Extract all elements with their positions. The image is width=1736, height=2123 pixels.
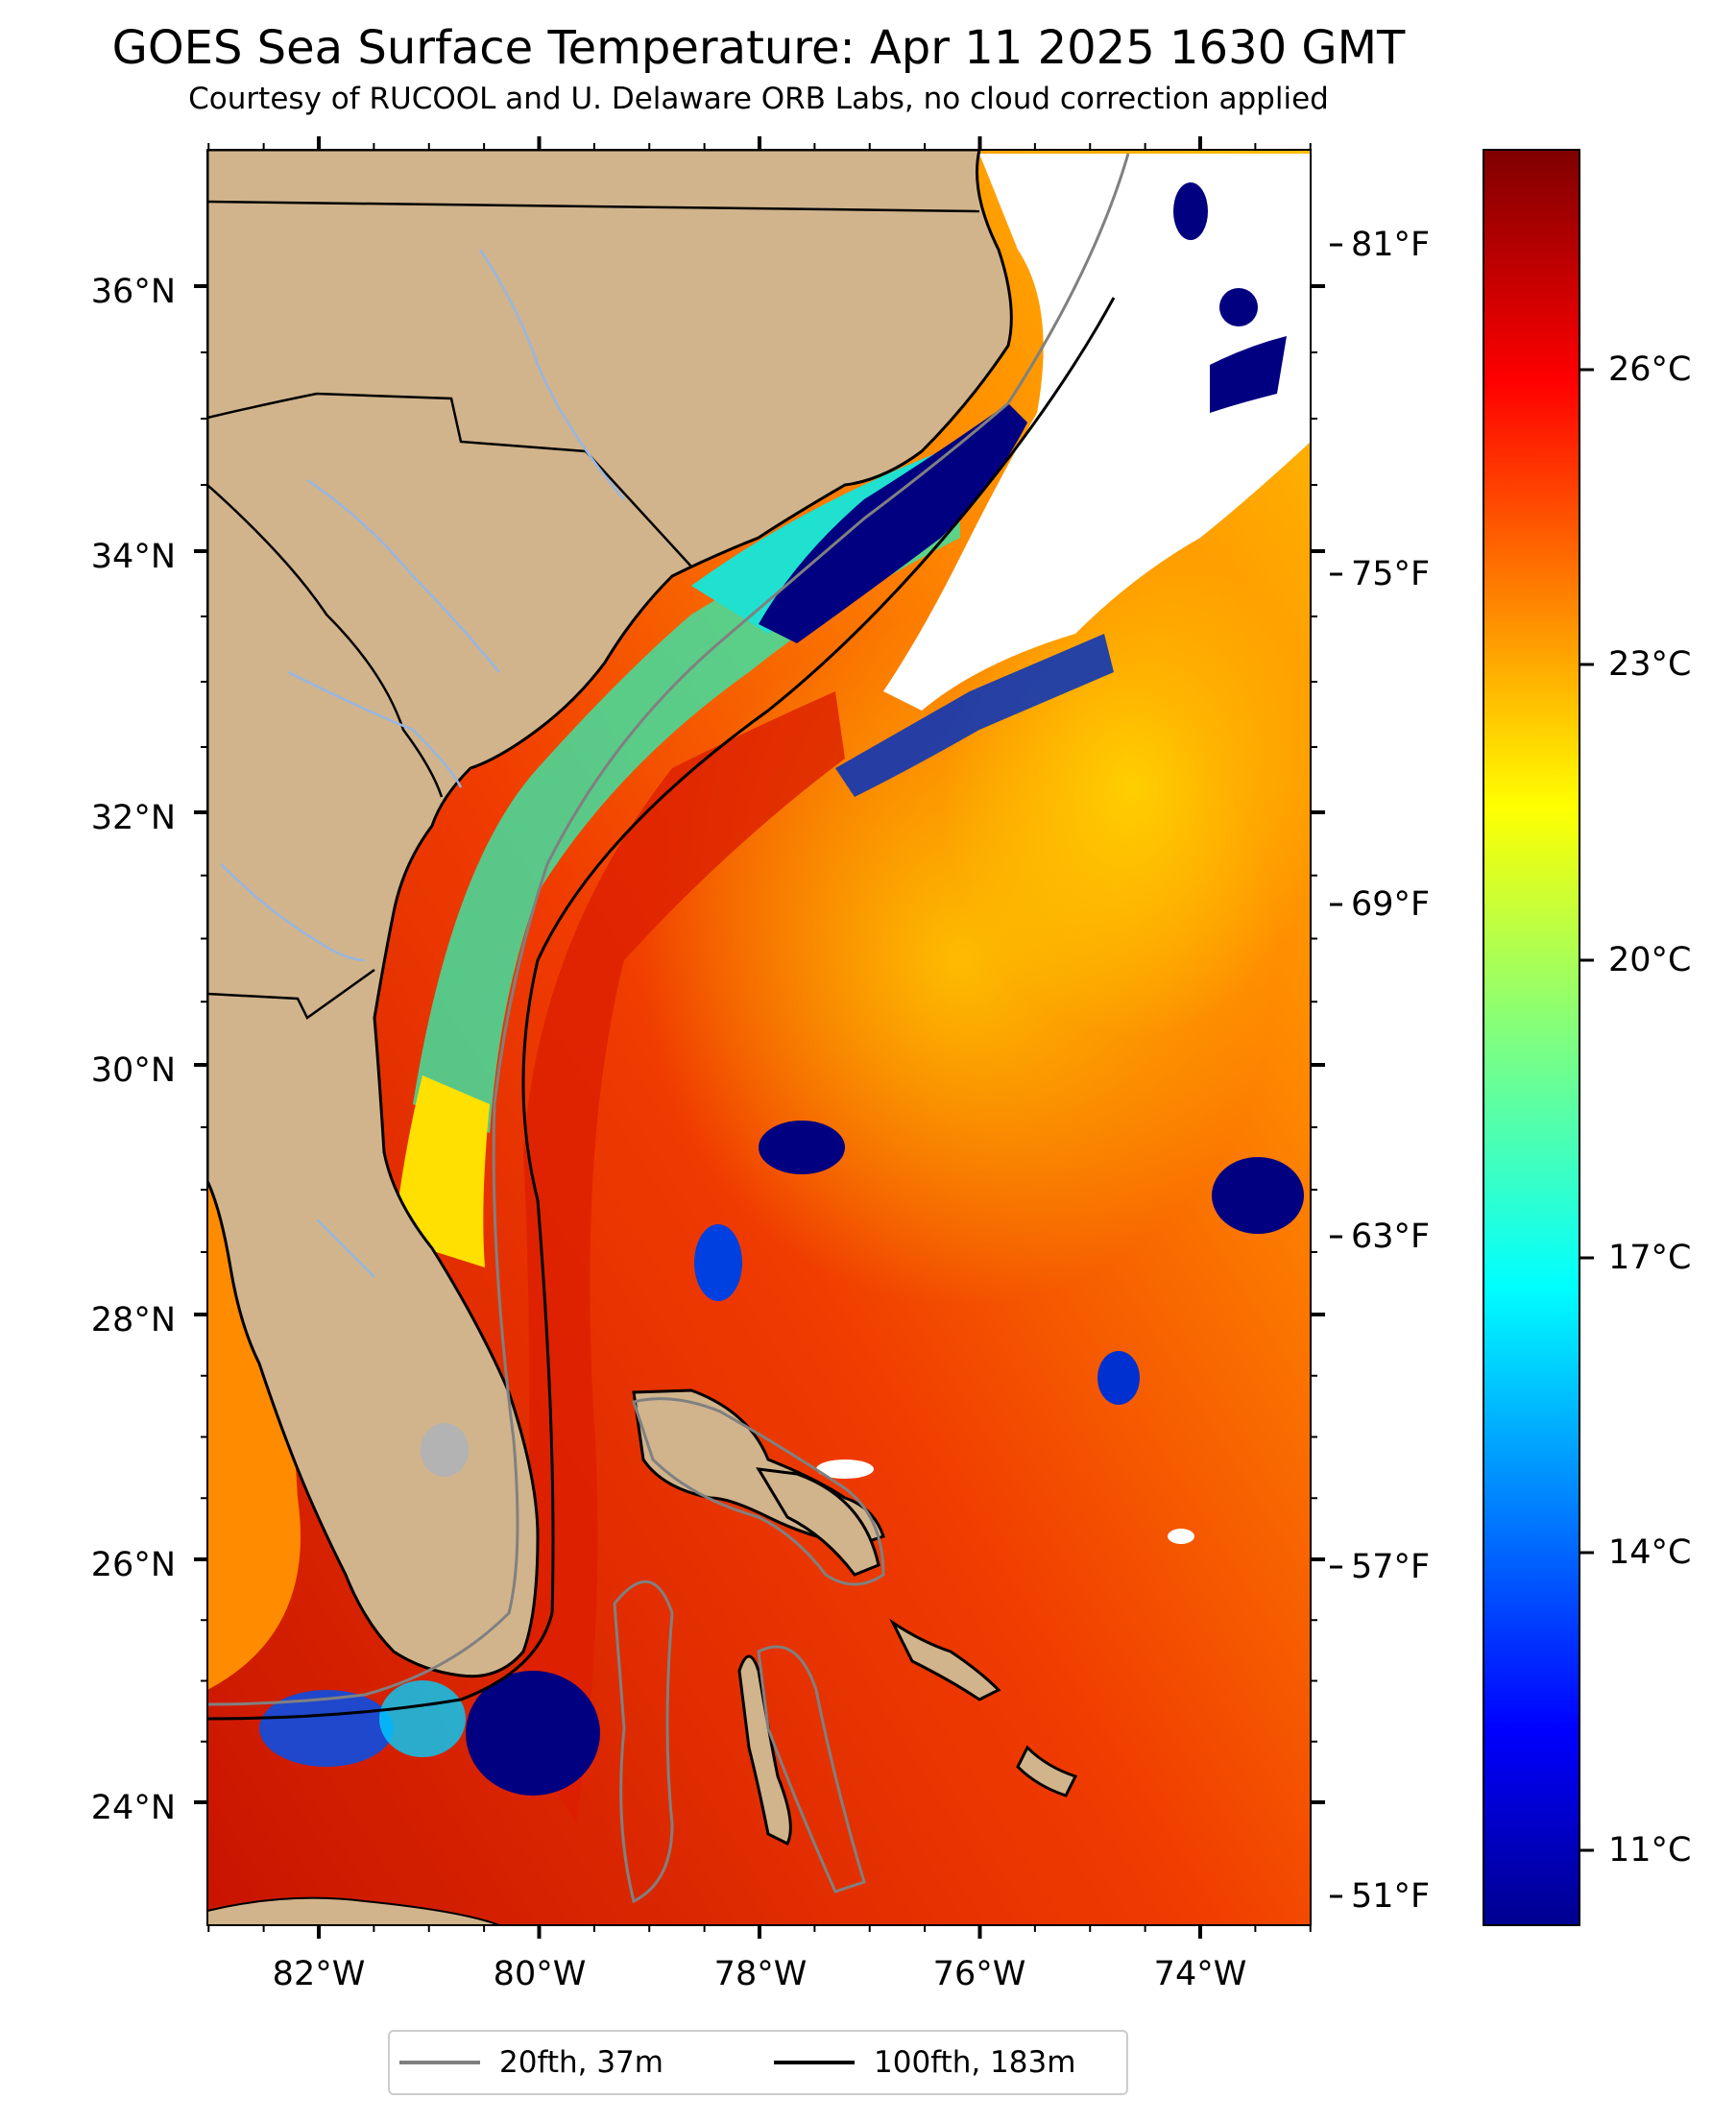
river: [478, 249, 625, 500]
fahrenheit-tick-marks: [1330, 243, 1342, 1898]
bahamas-island: [889, 1618, 1001, 1701]
river: [316, 1218, 375, 1278]
fahrenheit-tick-label: 75°F: [1351, 555, 1431, 593]
cold-water-area: [1210, 336, 1287, 413]
longitude-tick-marks: [207, 136, 1312, 1939]
legend: 20fth, 37m 100fth, 183m: [388, 2030, 1128, 2095]
river: [287, 670, 463, 788]
cold-water-patch: [694, 1224, 742, 1301]
state-border: [207, 484, 444, 798]
lon-tick-label: 78°W: [713, 1955, 808, 1993]
celsius-tick-label: 14°C: [1608, 1533, 1692, 1572]
celsius-tick-label: 23°C: [1608, 645, 1692, 684]
fahrenheit-tick-label: 57°F: [1351, 1548, 1431, 1586]
legend-item-100fth: 100fth, 183m: [774, 2032, 1075, 2093]
cloud-patch: [816, 1460, 874, 1479]
latitude-tick-marks: [194, 284, 1325, 1804]
bahamas-island: [756, 1467, 880, 1577]
cold-water-patch: [466, 1671, 600, 1796]
bahamas-island: [737, 1654, 792, 1846]
bahamas-island: [1016, 1745, 1078, 1797]
legend-label: 20fth, 37m: [499, 2045, 663, 2080]
warm-eddy-region: [941, 538, 1311, 1037]
lon-tick-label: 74°W: [1153, 1955, 1247, 1993]
cold-water-area: [835, 634, 1114, 797]
state-border: [207, 200, 980, 213]
lon-tick-label: 80°W: [493, 1955, 587, 1993]
legend-line-gray: [399, 2061, 480, 2064]
lat-tick-label: 32°N: [90, 799, 176, 837]
river: [220, 863, 366, 962]
celsius-tick-label: 26°C: [1608, 350, 1692, 389]
lat-tick-label: 34°N: [90, 538, 176, 576]
cold-water-patch: [259, 1690, 394, 1767]
isobath-100fth: [207, 297, 1116, 1721]
state-border: [207, 392, 692, 567]
land-cuba: [207, 1896, 500, 1925]
lat-tick-label: 30°N: [90, 1051, 176, 1090]
isobath-20fth: [207, 153, 1130, 1706]
state-border: [207, 968, 375, 1020]
gulf-stream-core: [518, 691, 845, 1824]
land-us-southeast: [207, 150, 1013, 1678]
celsius-tick-label: 17°C: [1608, 1239, 1692, 1277]
cloud-patch: [1168, 1529, 1194, 1544]
celsius-tick-marks: [1579, 368, 1594, 1852]
map-area: [207, 150, 1311, 1925]
legend-line-black: [774, 2061, 855, 2064]
lat-tick-label: 24°N: [90, 1789, 176, 1827]
legend-item-20fth: 20fth, 37m: [399, 2032, 663, 2093]
map-title: GOES Sea Surface Temperature: Apr 11 202…: [111, 21, 1406, 75]
cold-water-patch: [1097, 1351, 1140, 1405]
celsius-tick-label: 20°C: [1608, 941, 1692, 979]
lat-tick-label: 36°N: [90, 273, 176, 311]
fahrenheit-tick-label: 51°F: [1351, 1877, 1431, 1916]
fahrenheit-tick-label: 69°F: [1351, 885, 1431, 924]
lon-tick-label: 76°W: [932, 1955, 1026, 1993]
cold-water-area: [1173, 182, 1208, 240]
cold-water-area: [759, 403, 1027, 643]
cold-water-patch: [759, 1121, 845, 1174]
isobath-20fth-bahamas: [757, 1645, 866, 1894]
map-subtitle: Courtesy of RUCOOL and U. Delaware ORB L…: [188, 82, 1329, 116]
fahrenheit-tick-label: 63°F: [1351, 1218, 1431, 1256]
cold-water-patch: [1212, 1157, 1304, 1234]
legend-label: 100fth, 183m: [874, 2045, 1076, 2080]
isobath-20fth-bahamas: [632, 1397, 885, 1586]
colorbar: [1483, 149, 1580, 1926]
lat-tick-label: 28°N: [90, 1301, 176, 1339]
lake-okeechobee: [421, 1423, 469, 1477]
cold-water-patch: [379, 1680, 466, 1757]
cloud-mask-area: [883, 154, 1311, 711]
fahrenheit-tick-label: 81°F: [1351, 226, 1431, 264]
cold-water-area: [1219, 288, 1258, 326]
river: [306, 478, 500, 673]
isobath-20fth-bahamas: [613, 1580, 674, 1904]
lon-tick-label: 82°W: [272, 1955, 366, 1993]
lat-tick-label: 26°N: [90, 1546, 176, 1584]
shelf-water-warm: [394, 1075, 490, 1267]
celsius-tick-label: 11°C: [1608, 1831, 1692, 1870]
